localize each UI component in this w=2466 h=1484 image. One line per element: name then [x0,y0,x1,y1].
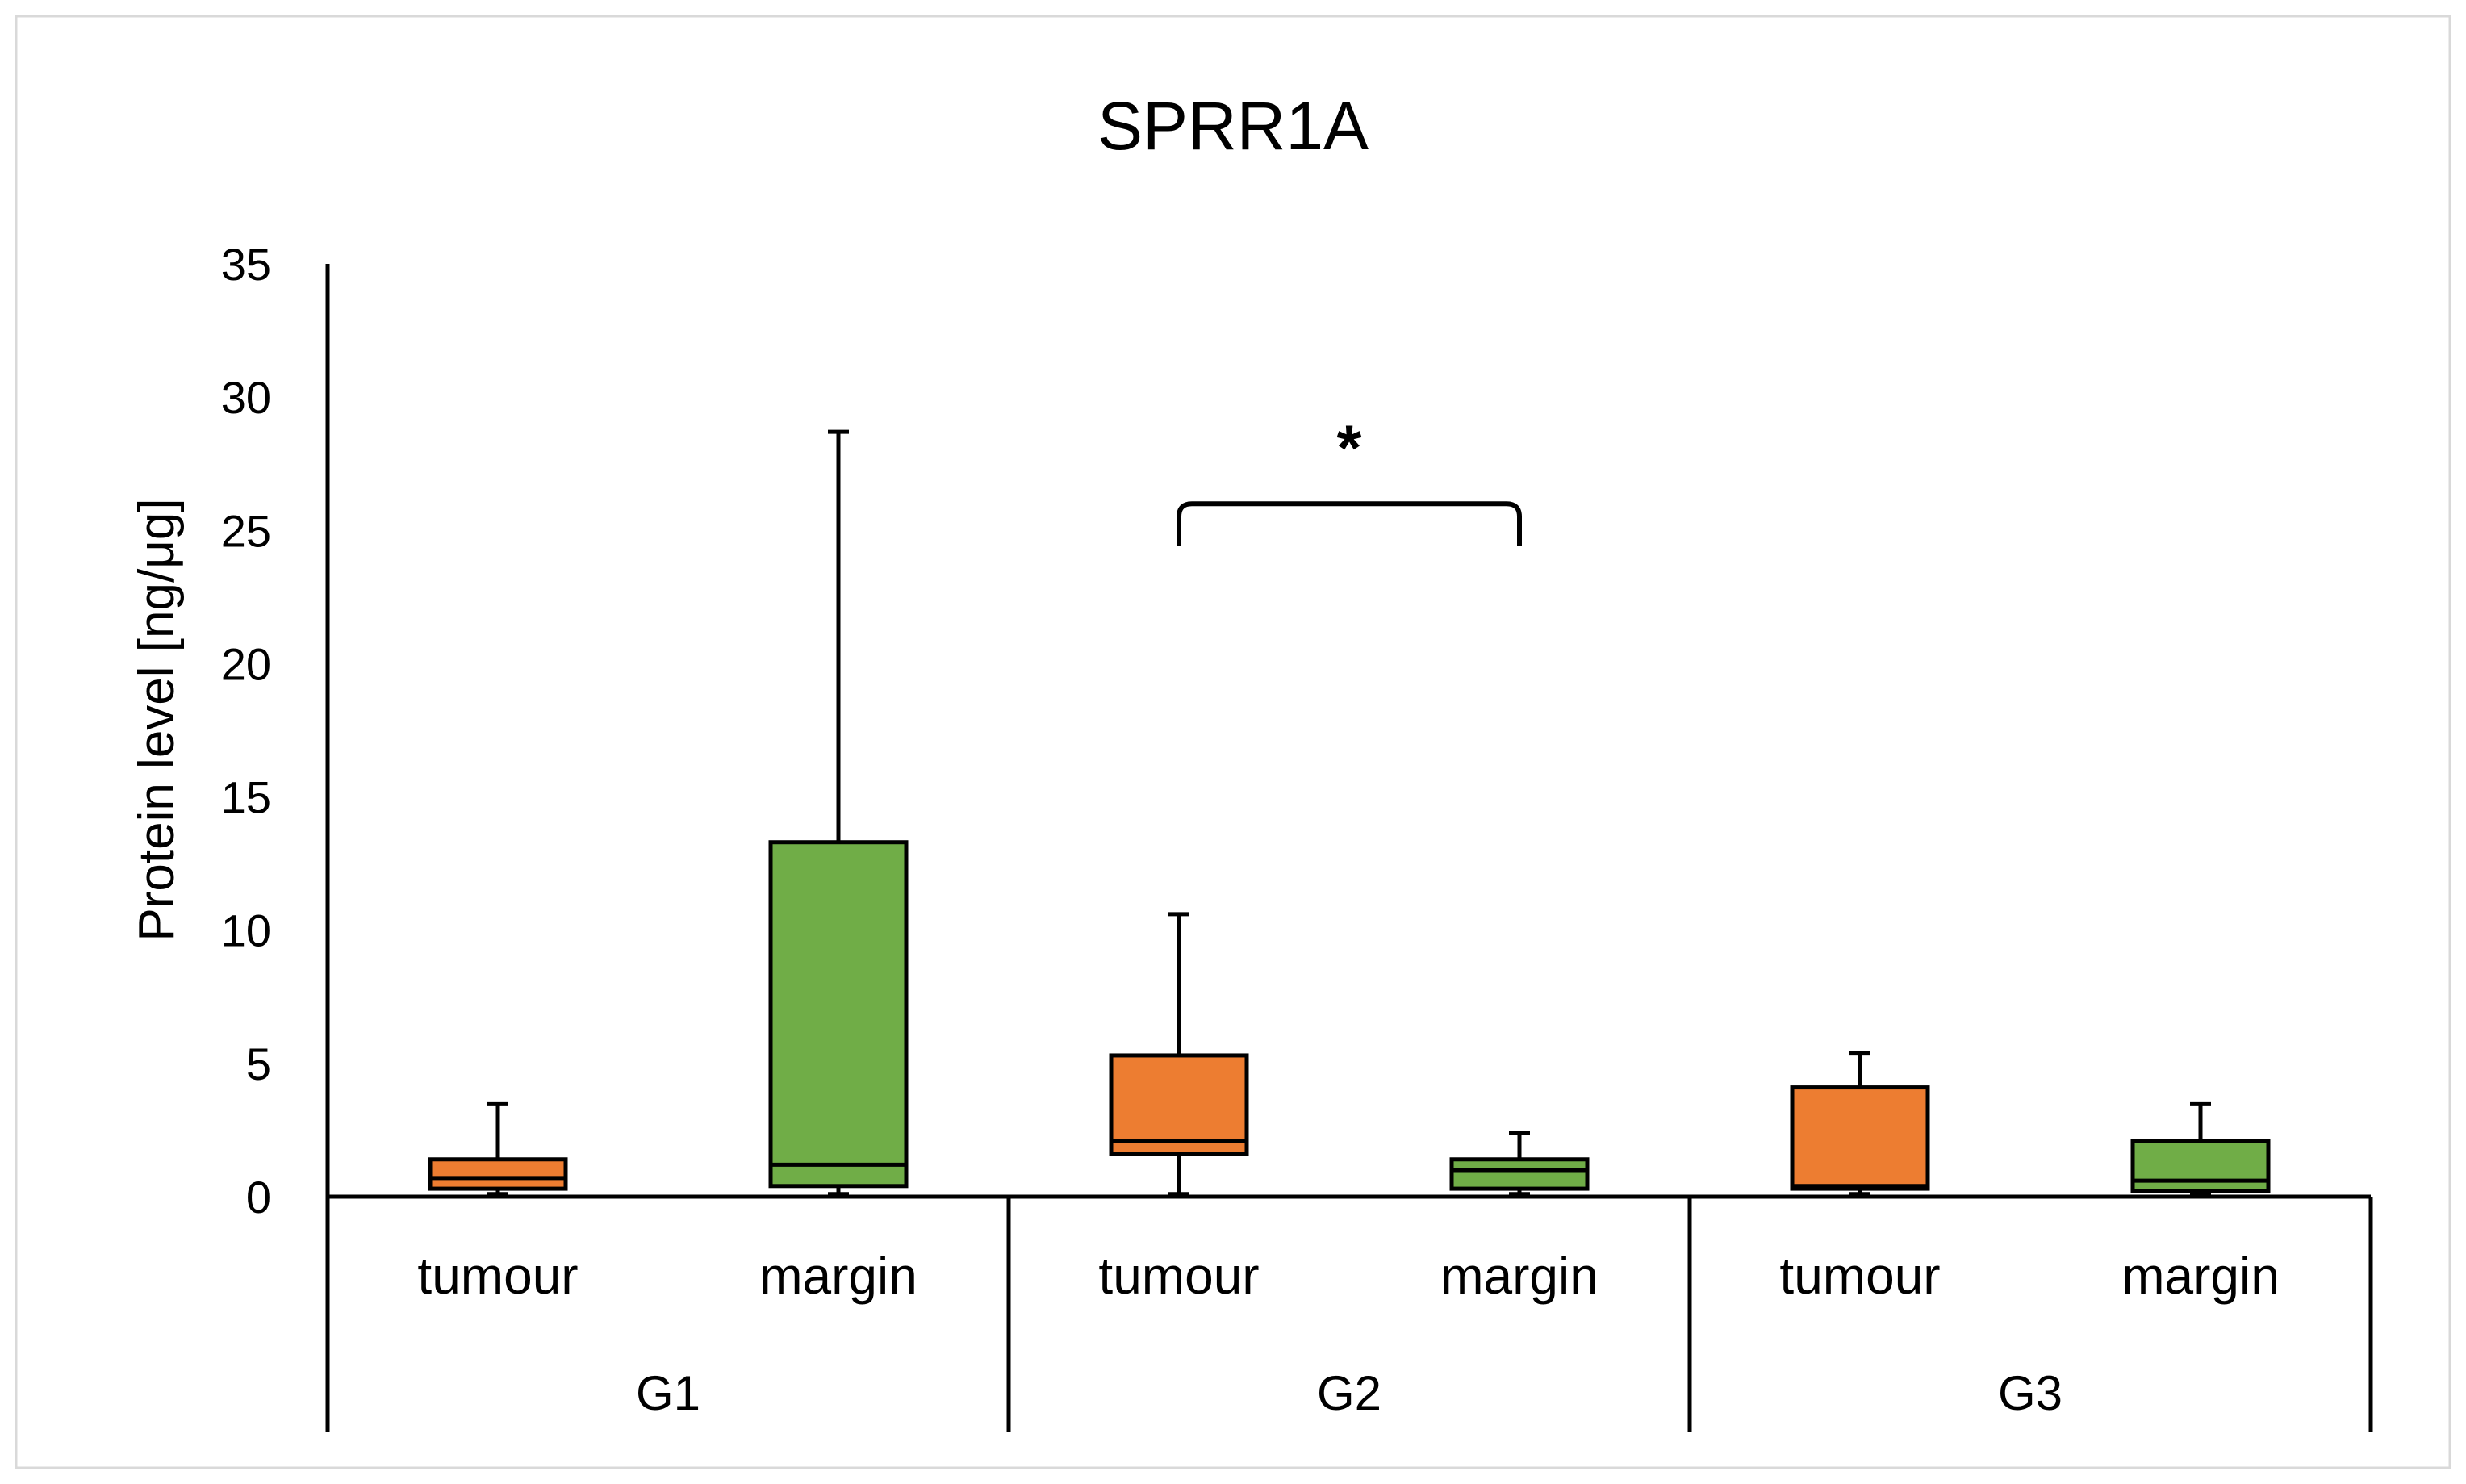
y-tick-label: 0 [246,1172,271,1223]
x-category-label: margin [759,1247,917,1305]
significance-bracket [1177,501,1522,546]
box-g1-tumour [428,1101,568,1197]
x-group-label: G2 [1317,1366,1381,1420]
box-iqr [428,1157,568,1191]
x-group-label: G1 [636,1366,700,1420]
x-group-label: G3 [1998,1366,2063,1420]
box-g2-margin [1449,1131,1590,1197]
box-g3-margin [2130,1101,2271,1197]
significance-marker: * [1336,412,1362,483]
box-iqr [1109,1053,1249,1156]
x-category-labels: tumour margin tumour margin tumour margin G1 G2… [417,1247,2279,1420]
x-category-label: tumour [1779,1247,1940,1305]
x-category-label: tumour [417,1247,578,1305]
box-g1-margin [768,429,909,1197]
x-category-label: tumour [1098,1247,1259,1305]
chart-frame [15,15,2451,1469]
x-category-label: margin [2121,1247,2280,1305]
x-category-label: margin [1440,1247,1599,1305]
box-iqr [1790,1085,1930,1191]
y-tick-label: 5 [246,1039,271,1089]
box-iqr [1449,1157,1590,1191]
y-tick-label: 30 [221,372,271,423]
y-axis-label: Protein level [ng/μg] [129,498,185,941]
y-tick-label: 20 [221,638,271,689]
y-tick-label: 15 [221,772,271,823]
annotations: * [1177,412,1522,546]
y-tick-label: 35 [221,239,271,290]
chart-title: SPRR1A [1097,88,1369,164]
box-iqr [2130,1139,2271,1193]
y-tick-label: 10 [221,905,271,956]
y-tick-labels: 0 5 10 15 20 25 30 35 [221,239,271,1223]
boxes [428,429,2271,1197]
box-g2-tumour [1109,912,1249,1197]
box-g3-tumour [1790,1051,1930,1197]
axes [325,264,2373,1432]
y-tick-label: 25 [221,505,271,556]
box-iqr [768,840,909,1189]
